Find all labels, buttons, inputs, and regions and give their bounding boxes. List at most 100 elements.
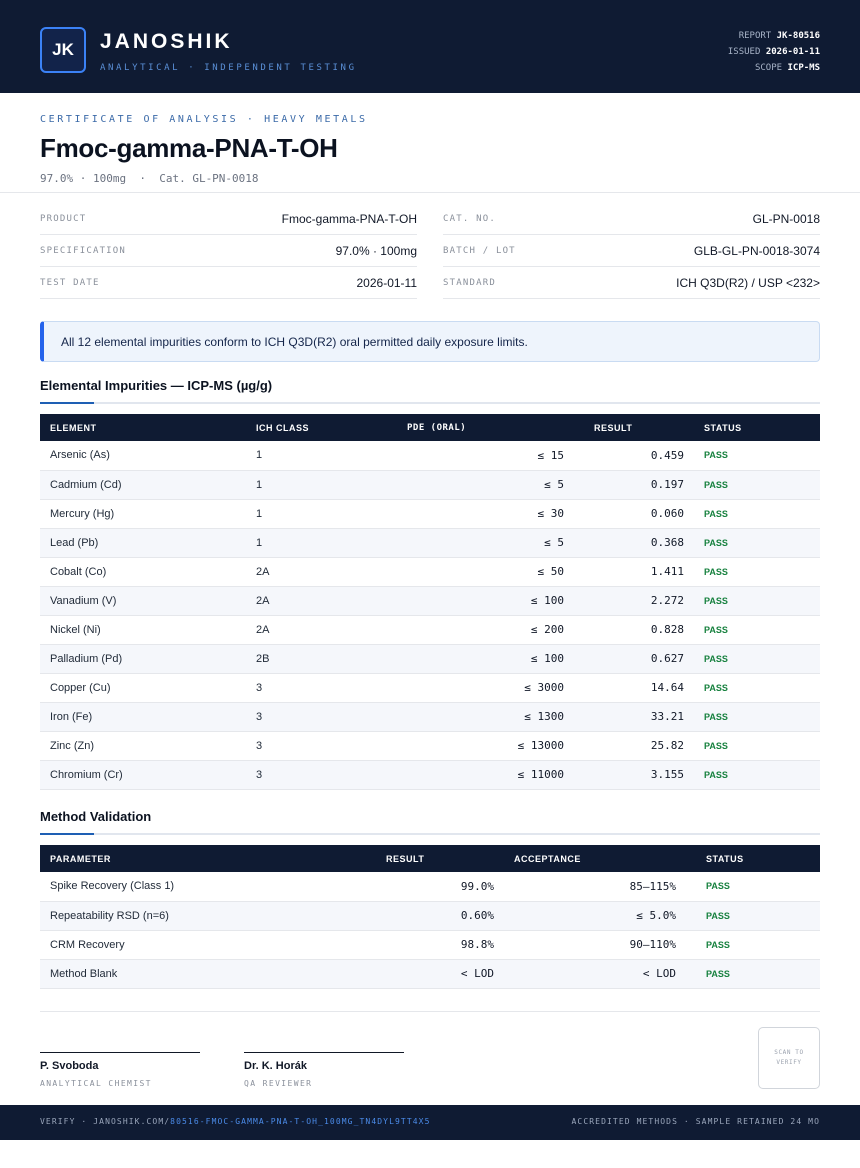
pde-cell: ≤ 11000 — [403, 760, 574, 790]
element-cell: Cobalt (Co) — [40, 557, 246, 587]
status-badge: PASS — [694, 731, 820, 761]
status-badge: PASS — [694, 528, 820, 558]
class-cell: 3 — [246, 760, 403, 790]
impurities-heading-rule — [40, 402, 820, 404]
status-badge: PASS — [694, 644, 820, 674]
result-cell: 0.627 — [574, 644, 694, 674]
brand-tagline: ANALYTICAL · INDEPENDENT TESTING — [100, 63, 357, 73]
info-value: ICH Q3D(R2) / USP <232> — [676, 275, 820, 290]
element-cell: Lead (Pb) — [40, 528, 246, 558]
report-label: REPORT — [738, 31, 772, 41]
table-row: Chromium (Cr) 3 ≤ 11000 3.155 PASS — [40, 760, 820, 790]
element-cell: Zinc (Zn) — [40, 731, 246, 761]
element-cell: Iron (Fe) — [40, 702, 246, 732]
element-cell: Mercury (Hg) — [40, 499, 246, 529]
info-value: 97.0% · 100mg — [335, 243, 417, 258]
acceptance-cell: 90–110% — [504, 930, 686, 960]
signatory-role: ANALYTICAL CHEMIST — [40, 1079, 152, 1088]
pde-cell: ≤ 100 — [403, 586, 574, 616]
column-header: ELEMENT — [50, 422, 97, 433]
info-label: CAT. NO. — [443, 213, 496, 224]
table-row: Palladium (Pd) 2B ≤ 100 0.627 PASS — [40, 644, 820, 674]
table-row: Spike Recovery (Class 1) 99.0% 85–115% PASS — [40, 872, 820, 902]
info-batch: BATCH / LOT GLB-GL-PN-0018-3074 — [443, 235, 820, 267]
table-row: Zinc (Zn) 3 ≤ 13000 25.82 PASS — [40, 731, 820, 761]
status-badge: PASS — [686, 901, 820, 931]
parameter-cell: Repeatability RSD (n=6) — [40, 901, 376, 931]
info-value: 2026-01-11 — [356, 275, 418, 290]
status-badge: PASS — [694, 586, 820, 616]
issued-label: ISSUED — [727, 47, 761, 57]
table-row: Iron (Fe) 3 ≤ 1300 33.21 PASS — [40, 702, 820, 732]
table-row: Repeatability RSD (n=6) 0.60% ≤ 5.0% PASS — [40, 901, 820, 931]
verify-link[interactable]: 80516-FMOC-GAMMA-PNA-T-OH_100MG_TN4DYL9T… — [170, 1117, 431, 1126]
heading-accent — [40, 402, 94, 404]
parameter-cell: Method Blank — [40, 959, 376, 989]
signature-divider — [40, 1011, 820, 1012]
pde-cell: ≤ 5 — [403, 528, 574, 558]
class-cell: 1 — [246, 441, 403, 471]
table-row: Vanadium (V) 2A ≤ 100 2.272 PASS — [40, 586, 820, 616]
validation-heading-rule — [40, 833, 820, 835]
info-label: SPECIFICATION — [40, 245, 127, 256]
verify-prefix: VERIFY · JANOSHIK.COM/ — [40, 1117, 171, 1126]
info-label: TEST DATE — [40, 277, 100, 288]
report-id: JK-80516 — [776, 31, 820, 41]
column-header: STATUS — [704, 422, 742, 433]
table-row: Cobalt (Co) 2A ≤ 50 1.411 PASS — [40, 557, 820, 587]
pde-cell: ≤ 100 — [403, 644, 574, 674]
page-footer: VERIFY · JANOSHIK.COM/80516-FMOC-GAMMA-P… — [0, 1105, 860, 1140]
status-badge: PASS — [694, 470, 820, 500]
status-badge: PASS — [686, 872, 820, 902]
title-divider — [0, 192, 860, 193]
pde-cell: ≤ 5 — [403, 470, 574, 500]
element-cell: Palladium (Pd) — [40, 644, 246, 674]
element-cell: Arsenic (As) — [40, 441, 246, 471]
verify-qr-code[interactable]: SCAN TO VERIFY — [758, 1027, 820, 1089]
result-cell: < LOD — [376, 959, 504, 989]
footer-note: ACCREDITED METHODS · SAMPLE RETAINED 24 … — [571, 1117, 820, 1126]
element-cell: Cadmium (Cd) — [40, 470, 246, 500]
acceptance-cell: 85–115% — [504, 872, 686, 902]
info-value: Fmoc-gamma-PNA-T-OH — [281, 211, 417, 226]
column-header: ICH CLASS — [256, 422, 310, 433]
table-header-row: PARAMETER RESULT ACCEPTANCE STATUS — [40, 845, 820, 872]
scope-value: ICP-MS — [787, 63, 820, 73]
column-header: PARAMETER — [50, 853, 111, 864]
parameter-cell: Spike Recovery (Class 1) — [40, 872, 376, 902]
table-row: Mercury (Hg) 1 ≤ 30 0.060 PASS — [40, 499, 820, 529]
product-subtitle: 97.0% · 100mg · Cat. GL-PN-0018 — [40, 172, 259, 185]
result-cell: 14.64 — [574, 673, 694, 703]
table-row: Method Blank < LOD < LOD PASS — [40, 959, 820, 989]
heading-accent — [40, 833, 94, 835]
class-cell: 2A — [246, 557, 403, 587]
pde-cell: ≤ 13000 — [403, 731, 574, 761]
impurities-heading: Elemental Impurities — ICP-MS (µg/g) — [40, 378, 273, 393]
status-badge: PASS — [694, 702, 820, 732]
status-badge: PASS — [694, 557, 820, 587]
result-cell: 2.272 — [574, 586, 694, 616]
signatory-role: QA REVIEWER — [244, 1079, 313, 1088]
table-row: Nickel (Ni) 2A ≤ 200 0.828 PASS — [40, 615, 820, 645]
validation-table: PARAMETER RESULT ACCEPTANCE STATUS Spike… — [40, 845, 820, 989]
result-cell: 25.82 — [574, 731, 694, 761]
result-cell: 98.8% — [376, 930, 504, 960]
result-cell: 1.411 — [574, 557, 694, 587]
signatory-name: P. Svoboda — [40, 1060, 99, 1072]
status-badge: PASS — [694, 760, 820, 790]
class-cell: 3 — [246, 673, 403, 703]
acceptance-cell: ≤ 5.0% — [504, 901, 686, 931]
status-badge: PASS — [694, 673, 820, 703]
pde-cell: ≤ 50 — [403, 557, 574, 587]
qr-caption: SCAN TO VERIFY — [774, 1049, 804, 1066]
pde-cell: ≤ 3000 — [403, 673, 574, 703]
column-header: RESULT — [594, 422, 633, 433]
status-badge: PASS — [686, 930, 820, 960]
pde-cell: ≤ 15 — [403, 441, 574, 471]
class-cell: 2A — [246, 615, 403, 645]
result-cell: 0.828 — [574, 615, 694, 645]
pde-cell: ≤ 200 — [403, 615, 574, 645]
pde-cell: ≤ 30 — [403, 499, 574, 529]
conformance-notice: All 12 elemental impurities conform to I… — [40, 321, 820, 362]
class-cell: 2A — [246, 586, 403, 616]
